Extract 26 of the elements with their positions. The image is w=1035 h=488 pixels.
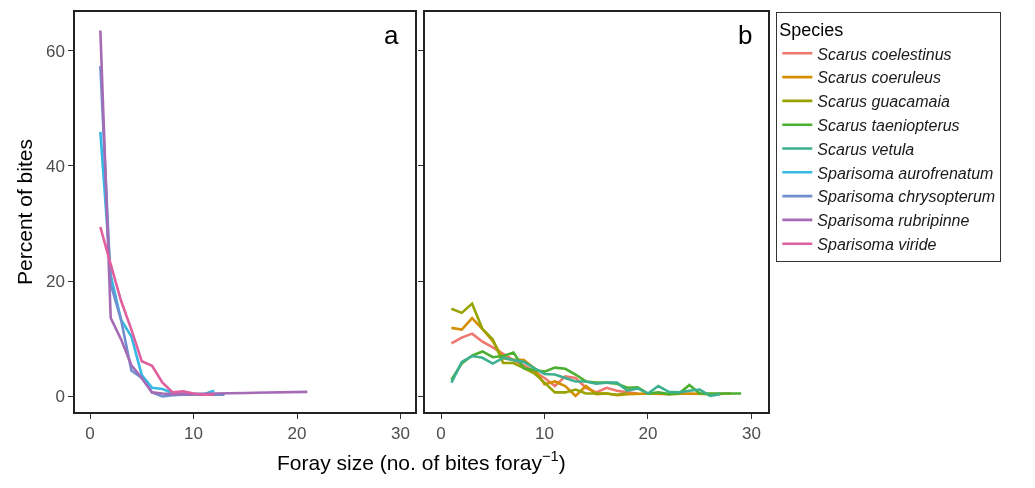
- legend-label: Sparisoma viride: [817, 235, 937, 253]
- x-tick-label: 20: [287, 424, 307, 443]
- chart-title: a: [384, 20, 399, 50]
- legend-title: Species: [779, 20, 844, 41]
- x-tick-label: 20: [638, 424, 658, 443]
- legend-label: Sparisoma chrysopterum: [817, 188, 996, 206]
- x-axis-title: Foray size (no. of bites foray$^{−1}$): [277, 448, 566, 474]
- legend-label: Sparisoma rubripinne: [817, 212, 970, 230]
- legend-label: Scarus taeniopterus: [817, 116, 960, 134]
- legend-label: Scarus vetula: [817, 140, 915, 158]
- x-tick-label: 30: [741, 424, 761, 443]
- y-tick-label: 40: [46, 156, 65, 176]
- chart-title: b: [738, 20, 753, 50]
- x-tick-label: 30: [391, 424, 410, 443]
- x-tick-label: 0: [85, 424, 95, 443]
- legend-label: Sparisoma aurofrenatum: [817, 164, 994, 182]
- legend-label: Scarus coelestinus: [817, 45, 952, 63]
- legend-label: Scarus guacamaia: [817, 93, 950, 111]
- y-tick-label: 60: [46, 41, 65, 61]
- x-tick-label: 0: [436, 424, 446, 443]
- y-tick-label: 0: [55, 387, 65, 407]
- y-axis-title: Percent of bites: [12, 139, 36, 285]
- legend-label: Scarus coeruleus: [817, 69, 941, 87]
- y-tick-label: 20: [46, 272, 65, 292]
- x-tick-label: 10: [184, 424, 203, 443]
- x-tick-label: 10: [535, 424, 554, 443]
